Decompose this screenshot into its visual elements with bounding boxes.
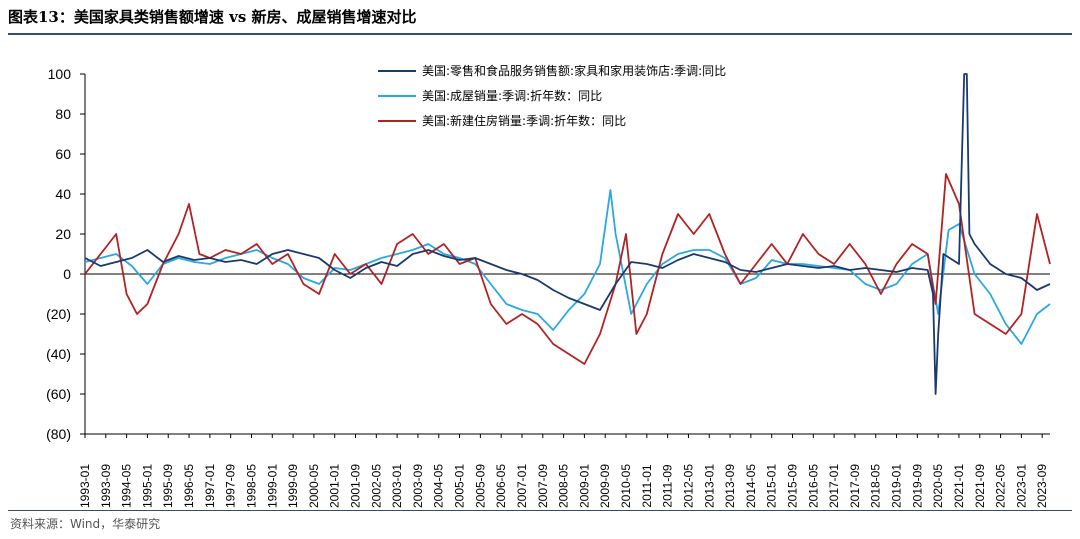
x-tick-label: 1997-01: [203, 464, 217, 508]
y-tick-label: 40: [55, 186, 71, 202]
x-tick-label: 2004-05: [432, 464, 446, 508]
x-tick-label: 2019-09: [910, 464, 924, 508]
y-axis: 100 80 60 40 20 0 (20) (40) (60) (80): [46, 66, 86, 442]
x-tick-label: 1998-05: [244, 464, 258, 508]
x-tick-label: 2002-05: [369, 464, 383, 508]
x-tick-label: 2005-01: [453, 464, 467, 508]
x-tick-label: 2001-01: [328, 464, 342, 508]
source-note: 资料来源：Wind，华泰研究: [10, 517, 161, 531]
x-tick-label: 2022-05: [994, 464, 1008, 508]
x-tick-label: 2011-01: [640, 464, 654, 507]
x-tick-label: 2023-01: [1014, 464, 1028, 508]
x-axis: 1993-01 1993-09 1994-05 1995-01 1995-09 1996-…: [78, 273, 1050, 508]
x-tick-label: 2009-01: [577, 464, 591, 508]
series-line-1: [84, 73, 1051, 395]
x-tick-label: 2019-01: [890, 464, 904, 508]
x-tick-label: 2007-09: [536, 464, 550, 508]
legend-label-2: 美国:成屋销量:季调:折年数：同比: [422, 88, 602, 103]
x-tick-label: 2007-01: [515, 464, 529, 508]
x-tick-label: 2021-01: [952, 464, 966, 508]
x-tick-label: 1999-01: [265, 464, 279, 508]
x-tick-label: 2008-05: [557, 464, 571, 508]
footer-rule: [8, 510, 1072, 511]
x-tick-label: 2001-09: [349, 464, 363, 508]
series-line-3: [84, 173, 1051, 365]
x-tick-label: 2000-05: [307, 464, 321, 508]
y-tick-label: 0: [63, 266, 71, 282]
x-tick-label: 1997-09: [224, 464, 238, 508]
x-tick-label: 2006-05: [494, 464, 508, 508]
legend: 美国:零售和食品服务销售额:家具和家用装饰店:季调:同比美国:成屋销量:季调:折…: [378, 63, 726, 128]
x-tick-label: 2013-09: [723, 464, 737, 508]
x-tick-label: 2005-09: [473, 464, 487, 508]
chart-title: 图表13：美国家具类销售额增速 vs 新房、成屋销售增速对比: [8, 8, 417, 26]
series-line-2: [84, 189, 1051, 345]
y-tick-label: (40): [46, 346, 71, 362]
header-rule: [8, 33, 1072, 35]
legend-label-3: 美国:新建住房销量:季调:折年数：同比: [422, 113, 626, 128]
x-tick-label: 2009-09: [598, 464, 612, 508]
x-tick-label: 2015-01: [765, 464, 779, 508]
x-tick-label: 2003-01: [390, 464, 404, 508]
x-tick-label: 2017-09: [848, 464, 862, 508]
x-tick-label: 2013-01: [702, 464, 716, 508]
x-tick-label: 2015-09: [785, 464, 799, 508]
x-tick-label: 2014-05: [744, 464, 758, 508]
x-tick-label: 2020-05: [931, 464, 945, 508]
x-tick-label: 2012-05: [681, 464, 695, 508]
y-tick-label: 20: [55, 226, 71, 242]
x-tick-label: 2003-09: [411, 464, 425, 508]
y-tick-label: 100: [48, 66, 72, 82]
x-tick-label: 2016-05: [806, 464, 820, 508]
x-tick-label: 2021-09: [973, 464, 987, 508]
x-tick-label: 1994-05: [120, 464, 134, 508]
y-tick-label: 80: [55, 106, 71, 122]
x-tick-label: 2017-01: [827, 464, 841, 508]
y-tick-label: (20): [46, 306, 71, 322]
legend-label-1: 美国:零售和食品服务销售额:家具和家用装饰店:季调:同比: [422, 63, 726, 78]
x-tick-label: 1993-09: [99, 464, 113, 508]
y-tick-label: (60): [46, 386, 71, 402]
x-tick-label: 1995-01: [140, 464, 154, 508]
x-tick-label: 2023-09: [1035, 464, 1049, 508]
x-tick-label: 2018-05: [869, 464, 883, 508]
x-tick-label: 1996-05: [182, 464, 196, 508]
y-tick-label: 60: [55, 146, 71, 162]
x-tick-label: 1999-09: [286, 464, 300, 508]
y-tick-label: (80): [46, 426, 71, 442]
x-tick-label: 1995-09: [161, 464, 175, 508]
x-tick-label: 2010-05: [619, 464, 633, 508]
series-lines: [84, 73, 1051, 395]
x-tick-label: 2011-09: [661, 464, 675, 507]
x-tick-label: 1993-01: [78, 464, 92, 508]
